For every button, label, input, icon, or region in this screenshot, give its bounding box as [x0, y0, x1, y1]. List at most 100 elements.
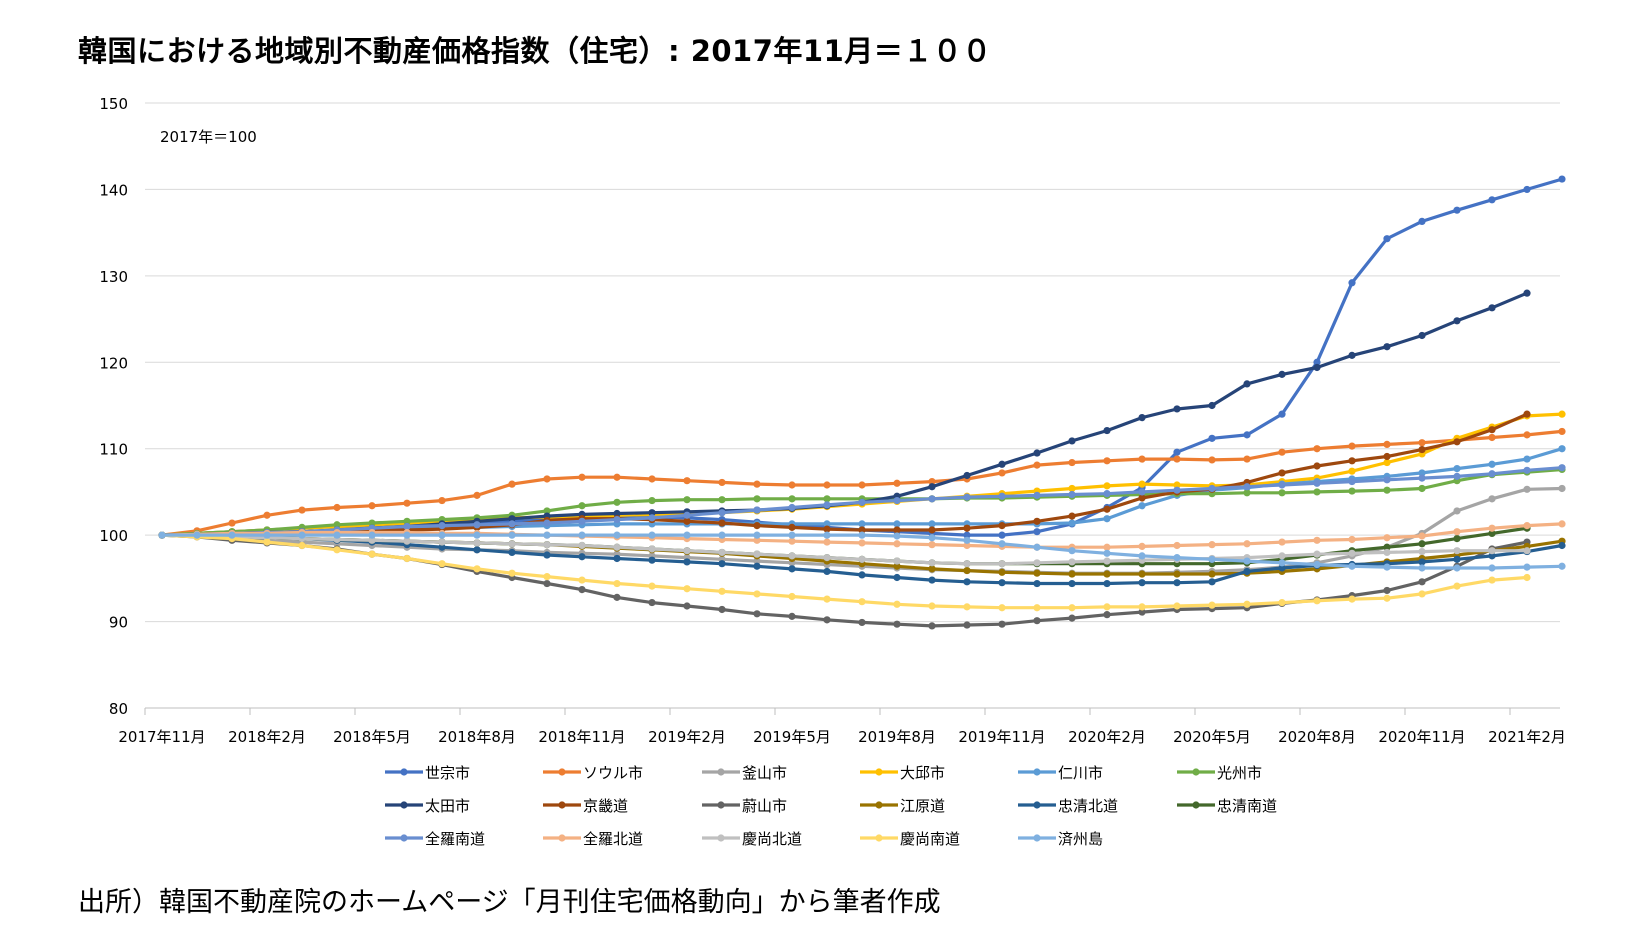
data-point — [718, 548, 726, 557]
data-point — [1418, 469, 1426, 477]
data-point — [1523, 547, 1531, 555]
legend-label: 忠清北道 — [1058, 797, 1118, 815]
legend-item: 慶尚北道 — [702, 830, 802, 848]
data-point — [508, 520, 516, 528]
data-point — [1068, 547, 1076, 555]
data-point — [1208, 456, 1216, 464]
legend-marker — [1033, 801, 1041, 809]
data-point — [683, 558, 691, 566]
data-point — [1173, 602, 1181, 610]
data-point — [1348, 549, 1356, 557]
data-point — [1418, 558, 1426, 566]
data-point — [613, 554, 621, 563]
data-point — [333, 503, 341, 512]
data-point — [438, 538, 446, 546]
data-point — [928, 483, 936, 491]
data-point — [1313, 536, 1321, 544]
data-point — [1348, 562, 1356, 570]
data-point — [613, 579, 621, 588]
data-point — [1033, 543, 1041, 551]
data-point — [998, 492, 1006, 500]
data-point — [1068, 579, 1076, 588]
data-point — [1208, 601, 1216, 609]
data-point — [1278, 538, 1286, 546]
data-point — [753, 590, 761, 598]
x-tick-label: 2020年11月 — [1378, 728, 1465, 746]
series-全羅南道 — [158, 464, 1566, 539]
data-point — [893, 620, 901, 628]
chart-title: 韓国における地域別不動産価格指数（住宅）: 2017年11月＝１００ — [78, 34, 992, 68]
data-point — [1383, 594, 1391, 602]
data-point — [858, 571, 866, 579]
data-point — [823, 525, 831, 533]
legend-label: 慶尚南道 — [900, 830, 960, 848]
data-point — [788, 523, 796, 531]
data-point — [578, 473, 586, 481]
series-済州島 — [158, 531, 1566, 572]
data-point — [263, 511, 271, 519]
data-point — [893, 557, 901, 565]
data-point — [893, 600, 901, 608]
data-point — [1138, 570, 1146, 578]
data-point — [1418, 331, 1426, 340]
data-point — [613, 515, 621, 524]
data-point — [928, 602, 936, 610]
data-point — [613, 509, 621, 518]
data-point — [893, 573, 901, 582]
data-point — [788, 537, 796, 545]
data-point — [1488, 552, 1496, 560]
data-point — [1173, 405, 1181, 413]
data-point — [1173, 486, 1181, 494]
data-point — [403, 554, 411, 563]
legend-item: 釜山市 — [702, 764, 787, 782]
data-point — [333, 546, 341, 554]
legend-item: ソウル市 — [543, 764, 643, 782]
data-point — [1418, 547, 1426, 556]
data-point — [158, 531, 166, 539]
source-note: 出所）韓国不動産院のホームページ「月刊住宅価格動向」から筆者作成 — [78, 887, 941, 918]
data-point — [683, 585, 691, 593]
data-point — [1208, 541, 1216, 549]
data-point — [1488, 576, 1496, 584]
legend-marker — [1192, 801, 1200, 809]
data-point — [998, 460, 1006, 468]
data-point — [1068, 484, 1076, 493]
data-point — [1033, 559, 1041, 567]
data-point — [263, 531, 271, 539]
data-point — [193, 531, 201, 539]
series-慶尚南道 — [158, 531, 1531, 612]
data-point — [753, 506, 761, 514]
y-tick-label: 140 — [99, 181, 128, 199]
data-point — [1488, 304, 1496, 312]
data-point — [823, 567, 831, 576]
data-point — [578, 585, 586, 594]
data-point — [1103, 457, 1111, 465]
data-point — [753, 536, 761, 544]
data-point — [508, 531, 516, 539]
legend-item: 江原道 — [860, 797, 945, 815]
data-point — [718, 519, 726, 527]
data-point — [858, 526, 866, 534]
data-point — [1208, 484, 1216, 493]
data-point — [648, 514, 656, 522]
x-tick-label: 2018年2月 — [228, 728, 306, 746]
data-point — [1523, 410, 1531, 418]
data-point — [578, 517, 586, 525]
legend-item: 済州島 — [1018, 830, 1103, 848]
data-point — [788, 495, 796, 503]
data-point — [1418, 484, 1426, 493]
data-point — [543, 541, 551, 549]
data-point — [1068, 558, 1076, 566]
x-tick-label: 2018年8月 — [438, 728, 516, 746]
data-point — [1453, 547, 1461, 555]
data-point — [1383, 548, 1391, 557]
legend-marker — [875, 768, 883, 776]
legend-label: 太田市 — [425, 797, 470, 815]
data-point — [1208, 401, 1216, 410]
data-point — [1138, 542, 1146, 550]
legend-label: 全羅南道 — [425, 830, 485, 848]
data-point — [613, 543, 621, 551]
data-point — [1523, 455, 1531, 463]
data-point — [1313, 358, 1321, 366]
data-point — [683, 602, 691, 610]
